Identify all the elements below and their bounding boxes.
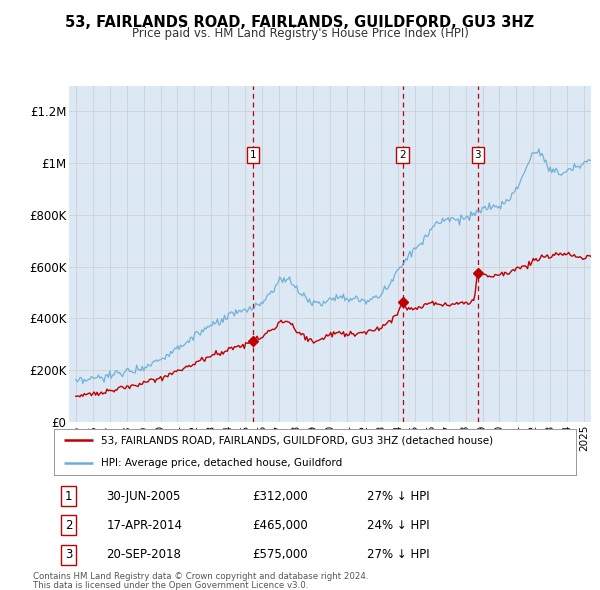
Text: This data is licensed under the Open Government Licence v3.0.: This data is licensed under the Open Gov… xyxy=(33,581,308,590)
Text: 2: 2 xyxy=(65,519,73,532)
Text: Price paid vs. HM Land Registry's House Price Index (HPI): Price paid vs. HM Land Registry's House … xyxy=(131,27,469,40)
Text: 30-JUN-2005: 30-JUN-2005 xyxy=(106,490,181,503)
Text: HPI: Average price, detached house, Guildford: HPI: Average price, detached house, Guil… xyxy=(101,458,342,468)
Text: 27% ↓ HPI: 27% ↓ HPI xyxy=(367,548,430,561)
Text: 20-SEP-2018: 20-SEP-2018 xyxy=(106,548,181,561)
Text: £312,000: £312,000 xyxy=(253,490,308,503)
Text: Contains HM Land Registry data © Crown copyright and database right 2024.: Contains HM Land Registry data © Crown c… xyxy=(33,572,368,581)
Text: £465,000: £465,000 xyxy=(253,519,308,532)
Text: 53, FAIRLANDS ROAD, FAIRLANDS, GUILDFORD, GU3 3HZ (detached house): 53, FAIRLANDS ROAD, FAIRLANDS, GUILDFORD… xyxy=(101,435,493,445)
Text: 2: 2 xyxy=(400,150,406,160)
Text: 27% ↓ HPI: 27% ↓ HPI xyxy=(367,490,430,503)
Text: 53, FAIRLANDS ROAD, FAIRLANDS, GUILDFORD, GU3 3HZ: 53, FAIRLANDS ROAD, FAIRLANDS, GUILDFORD… xyxy=(65,15,535,30)
Text: 17-APR-2014: 17-APR-2014 xyxy=(106,519,182,532)
Text: 1: 1 xyxy=(250,150,256,160)
Text: 3: 3 xyxy=(475,150,481,160)
Text: £575,000: £575,000 xyxy=(253,548,308,561)
Text: 24% ↓ HPI: 24% ↓ HPI xyxy=(367,519,430,532)
Text: 3: 3 xyxy=(65,548,73,561)
Text: 1: 1 xyxy=(65,490,73,503)
